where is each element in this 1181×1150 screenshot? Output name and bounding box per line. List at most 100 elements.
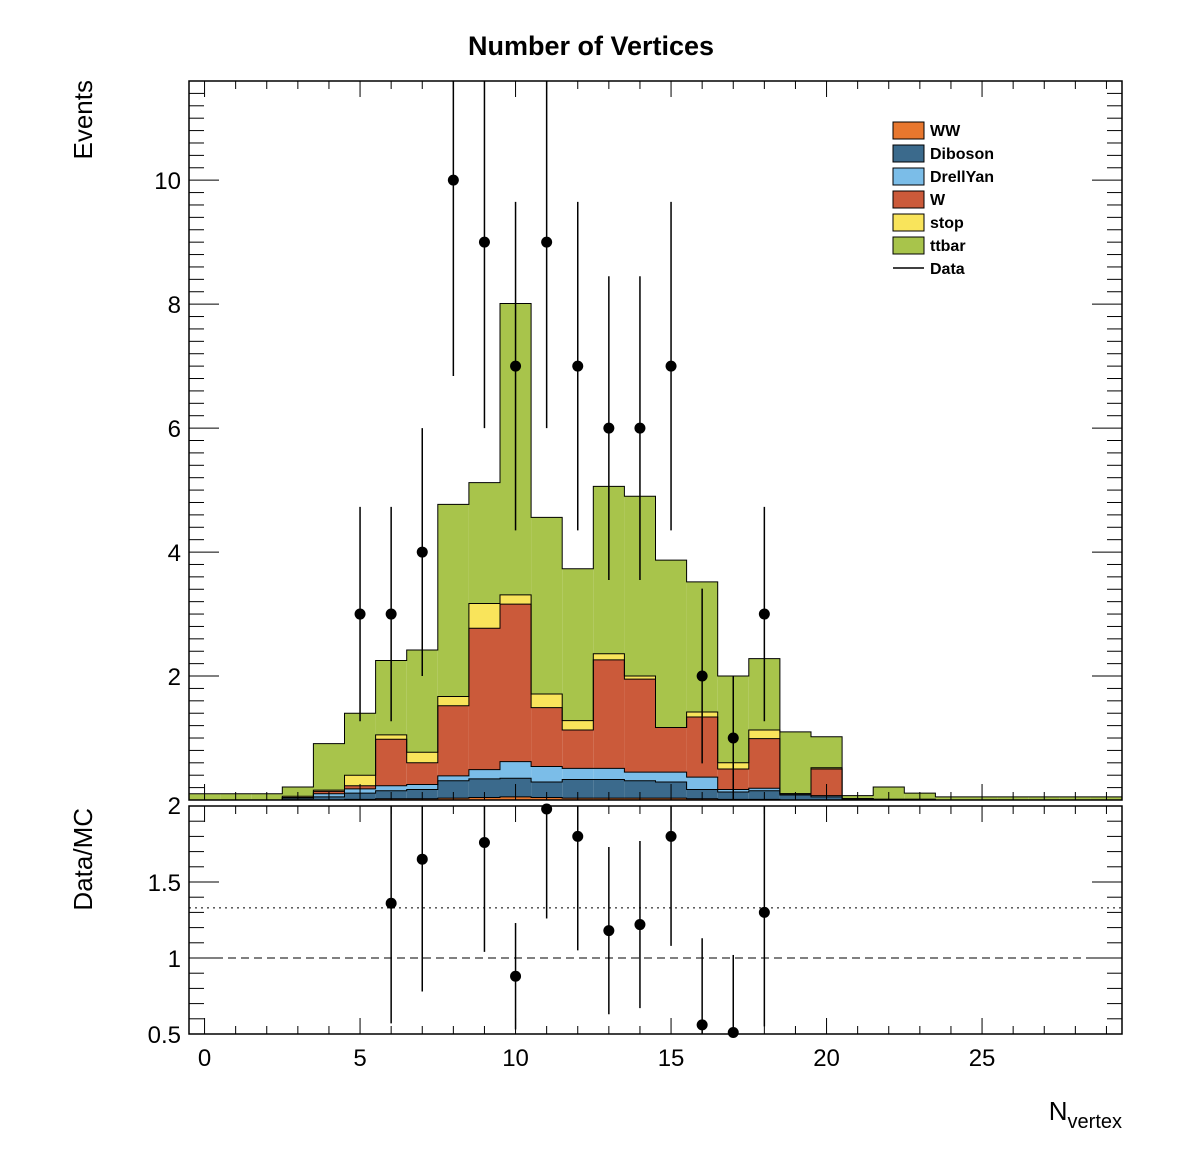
bar-w-15	[655, 727, 687, 773]
data-point	[478, 236, 490, 248]
ratio-point	[385, 897, 397, 909]
bar-stop-9	[468, 603, 500, 629]
data-point	[541, 236, 553, 248]
y-tick-label-bottom: 0.5	[148, 1022, 181, 1049]
x-axis-label: Nvertex	[1049, 1096, 1122, 1133]
legend-swatch-diboson	[892, 144, 925, 163]
bar-stop-5	[344, 775, 376, 786]
data-point	[572, 360, 584, 372]
bar-stop-8	[437, 696, 469, 706]
y-tick-label-bottom: 1.5	[148, 870, 181, 897]
bar-stop-11	[531, 694, 563, 708]
bar-drellyan-10	[500, 761, 532, 779]
data-point	[758, 608, 770, 620]
data-point	[447, 174, 459, 186]
bar-stop-6	[375, 734, 407, 740]
legend-swatch-drellyan	[892, 167, 925, 186]
legend-swatch-stop	[892, 213, 925, 232]
bar-w-8	[437, 705, 469, 776]
data-point	[727, 732, 739, 744]
y-tick-label-top: 2	[168, 664, 181, 691]
bar-ttbar-19	[779, 731, 811, 794]
y-tick-label-top: 2	[168, 793, 181, 820]
data-point	[696, 670, 708, 682]
ratio-point	[758, 906, 770, 918]
bottom-frame	[188, 805, 1123, 1035]
bar-stop-7	[406, 752, 438, 763]
data-point	[510, 360, 522, 372]
bar-ttbar-20	[811, 736, 843, 768]
bar-drellyan-18	[748, 788, 780, 791]
legend-swatch-ttbar	[892, 236, 925, 255]
y-tick-label-top: 10	[154, 168, 181, 195]
bar-w-12	[562, 729, 594, 769]
legend-label-data: Data	[930, 261, 965, 278]
bar-drellyan-8	[437, 775, 469, 781]
bar-ttbar-12	[562, 568, 594, 721]
x-tick-label: 20	[813, 1045, 840, 1072]
bar-stop-13	[593, 653, 625, 660]
bar-ttbar-9	[468, 482, 500, 604]
y-tick-label-top: 8	[168, 292, 181, 319]
bar-w-9	[468, 628, 500, 770]
bar-drellyan-15	[655, 772, 687, 783]
data-point	[385, 608, 397, 620]
bar-w-18	[748, 738, 780, 789]
bar-w-14	[624, 679, 656, 773]
legend-label-ww: WW	[930, 123, 961, 140]
x-tick-label: 5	[353, 1045, 366, 1072]
bar-drellyan-9	[468, 769, 500, 779]
bar-drellyan-11	[531, 766, 563, 783]
bar-diboson-11	[531, 782, 563, 798]
bar-drellyan-7	[406, 784, 438, 790]
legend-label-stop: stop	[930, 215, 964, 232]
bar-ttbar-5	[344, 713, 376, 776]
ratio-point	[603, 925, 615, 937]
bar-diboson-9	[468, 778, 500, 798]
data-points	[354, 174, 770, 744]
data-point	[603, 422, 615, 434]
y-axis-label-top: Events	[68, 80, 98, 160]
bar-w-6	[375, 739, 407, 786]
chart-title: Number of Vertices	[468, 31, 714, 61]
bar-stop-4	[313, 790, 345, 792]
outline-ttbar	[189, 303, 1122, 798]
ratio-point	[696, 1019, 708, 1031]
stacked-bars	[189, 303, 1122, 801]
bar-diboson-12	[562, 779, 594, 799]
legend-label-drellyan: DrellYan	[930, 169, 994, 186]
bar-drellyan-13	[593, 768, 625, 780]
bar-ttbar-11	[531, 517, 563, 695]
reference-lines	[189, 907, 1122, 959]
bar-w-13	[593, 659, 625, 769]
bar-ttbar-8	[437, 504, 469, 697]
x-tick-label: 15	[658, 1045, 685, 1072]
x-tick-label: 10	[502, 1045, 529, 1072]
data-point	[354, 608, 366, 620]
bar-ttbar-3	[282, 786, 314, 797]
bar-ttbar-4	[313, 743, 345, 791]
y-tick-label-top: 6	[168, 416, 181, 443]
ratio-point	[510, 970, 522, 982]
bar-drellyan-6	[375, 785, 407, 791]
legend-swatch-ww	[892, 121, 925, 140]
bottom-axes: 0.5 1 1.5 0 5 10 15 20 25	[148, 805, 1123, 1072]
bar-w-10	[500, 604, 532, 762]
bar-drellyan-14	[624, 772, 656, 781]
ratio-point	[634, 919, 646, 931]
x-tick-label: 25	[969, 1045, 996, 1072]
bar-stop-14	[624, 676, 656, 680]
bar-stop-12	[562, 720, 594, 730]
top-axes: 2 4 6 8 10 2	[154, 80, 1123, 820]
bar-ttbar-15	[655, 560, 687, 728]
y-tick-label-top: 4	[168, 540, 181, 567]
bar-w-7	[406, 762, 438, 785]
legend-label-w: W	[930, 192, 946, 209]
ratio-point	[665, 830, 677, 842]
legend-label-ttbar: ttbar	[930, 238, 966, 255]
bar-drellyan-16	[686, 777, 718, 790]
legend-label-diboson: Diboson	[930, 146, 994, 163]
legend-swatch-w	[892, 190, 925, 209]
